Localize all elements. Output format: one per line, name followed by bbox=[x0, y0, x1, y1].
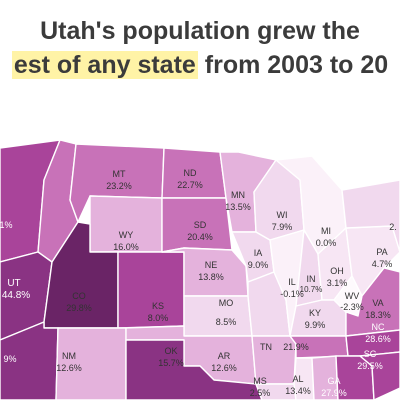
label-ne-growth: 13.8% bbox=[198, 272, 224, 282]
label-nd-growth: 22.7% bbox=[177, 180, 203, 190]
label-sc-growth: 29.5% bbox=[357, 361, 383, 371]
state-ms bbox=[293, 357, 315, 400]
label-in-growth: 10.7% bbox=[300, 285, 323, 294]
label-ut-growth: 44.8% bbox=[2, 290, 30, 301]
label-nc-abbr: NC bbox=[372, 322, 385, 332]
label-mt-abbr: MT bbox=[113, 169, 126, 179]
label-ia-growth: 9.0% bbox=[248, 260, 269, 270]
chart-title-line-2: est of any state from 2003 to 20 bbox=[0, 50, 400, 80]
label-oh-growth: 3.1% bbox=[327, 278, 348, 288]
label-ar-growth: 12.6% bbox=[211, 363, 237, 373]
state-labels: MT 23.2% ND 22.7% SD 20.4% MN 13.5% WI 7… bbox=[0, 168, 397, 398]
state-sc bbox=[359, 351, 400, 400]
label-partial-southwest: 9% bbox=[3, 354, 16, 364]
label-mn-abbr: MN bbox=[231, 190, 245, 200]
label-tn-growth: 21.9% bbox=[283, 342, 309, 352]
label-tn-abbr: TN bbox=[260, 342, 272, 352]
label-wv-abbr: WV bbox=[345, 291, 360, 301]
state-ne bbox=[161, 247, 249, 297]
label-mn-growth: 13.5% bbox=[225, 202, 251, 212]
state-la bbox=[255, 383, 297, 400]
label-ks-growth: 8.0% bbox=[148, 313, 169, 323]
label-ar-abbr: AR bbox=[218, 351, 231, 361]
label-va-abbr: VA bbox=[372, 298, 383, 308]
label-mt-growth: 23.2% bbox=[106, 181, 132, 191]
label-oh-abbr: OH bbox=[330, 266, 344, 276]
title-rest: from 2003 to 20 bbox=[197, 51, 389, 79]
label-sd-growth: 20.4% bbox=[187, 232, 213, 242]
label-ky-abbr: KY bbox=[309, 308, 321, 318]
label-nm-abbr: NM bbox=[62, 351, 76, 361]
label-partial-west: 1% bbox=[0, 220, 13, 230]
label-ms-growth: 2.5% bbox=[250, 388, 271, 398]
label-ms-abbr: MS bbox=[253, 376, 267, 386]
label-wi-growth: 7.9% bbox=[272, 222, 293, 232]
label-il-growth: -0.1% bbox=[280, 289, 304, 299]
label-co-abbr: CO bbox=[72, 291, 86, 301]
label-wy-abbr: WY bbox=[119, 230, 134, 240]
title-highlight: est of any state bbox=[11, 51, 198, 79]
label-al-growth: 13.4% bbox=[285, 386, 311, 396]
chart-title-line-1: Utah's population grew the bbox=[40, 17, 360, 45]
label-nm-growth: 12.6% bbox=[56, 363, 82, 373]
label-partial-ne: 2. bbox=[389, 222, 397, 232]
label-wi-abbr: WI bbox=[277, 210, 288, 220]
state-ky bbox=[289, 299, 347, 337]
label-ks-abbr: KS bbox=[152, 301, 164, 311]
state-al bbox=[311, 355, 339, 400]
label-ia-abbr: IA bbox=[254, 248, 263, 258]
label-ne-abbr: NE bbox=[205, 260, 218, 270]
label-ok-growth: 15.7% bbox=[158, 358, 184, 368]
label-wv-growth: -2.3% bbox=[340, 302, 364, 312]
label-ok-abbr: OK bbox=[164, 346, 177, 356]
label-mo-abbr: MO bbox=[219, 298, 234, 308]
state-northeast bbox=[341, 179, 400, 253]
label-co-growth: 29.8% bbox=[66, 303, 92, 313]
label-va-growth: 18.3% bbox=[365, 310, 391, 320]
label-sd-abbr: SD bbox=[194, 220, 207, 230]
label-pa-growth: 4.7% bbox=[372, 259, 393, 269]
label-ut-abbr: UT bbox=[7, 278, 20, 289]
label-mo-growth: 8.5% bbox=[216, 317, 237, 327]
label-ky-growth: 9.9% bbox=[305, 320, 326, 330]
label-ga-abbr: GA bbox=[327, 376, 340, 386]
label-nd-abbr: ND bbox=[184, 168, 197, 178]
label-il-abbr: IL bbox=[288, 277, 296, 287]
label-mi-growth: 0.0% bbox=[316, 238, 337, 248]
state-tx bbox=[125, 339, 263, 400]
state-shapes bbox=[0, 139, 400, 400]
label-ga-growth: 27.9% bbox=[321, 388, 347, 398]
label-sc-abbr: SC bbox=[364, 349, 377, 359]
label-wy-growth: 16.0% bbox=[113, 242, 139, 252]
label-mi-abbr: MI bbox=[321, 226, 331, 236]
label-al-abbr: AL bbox=[292, 374, 303, 384]
label-in-abbr: IN bbox=[307, 274, 316, 284]
label-nc-growth: 28.6% bbox=[365, 334, 391, 344]
label-pa-abbr: PA bbox=[376, 247, 387, 257]
